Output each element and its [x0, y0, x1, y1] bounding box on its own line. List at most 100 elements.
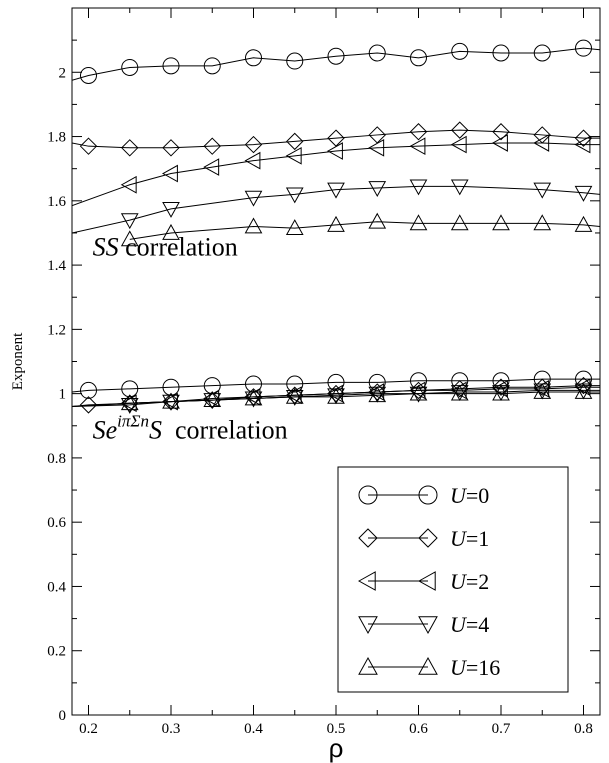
diamond-marker	[358, 528, 378, 548]
y-tick-label: 1.8	[47, 130, 66, 146]
circle-marker	[575, 39, 592, 57]
triangle-up-marker	[533, 382, 552, 399]
legend-entry: U=4	[358, 612, 489, 637]
y-tick-label: 1.4	[47, 258, 66, 274]
legend-entry: U=2	[357, 569, 489, 594]
series-ss-u4	[72, 179, 600, 234]
y-tick-label: 1.6	[47, 194, 66, 210]
legend-label: U=1	[450, 526, 489, 551]
circle-marker	[327, 47, 345, 65]
x-tick-label: 0.5	[327, 721, 346, 737]
legend-entry: U=0	[358, 483, 489, 508]
y-tick-label: 1.2	[47, 322, 66, 338]
y-tick-label: 0.2	[47, 644, 66, 660]
diamond-marker	[418, 528, 438, 548]
triangle-down-marker	[418, 616, 438, 635]
y-tick-label: 0	[59, 708, 67, 724]
diamond-marker	[79, 396, 98, 414]
circle-marker	[162, 57, 180, 75]
circle-marker	[286, 375, 304, 393]
triangle-up-marker	[120, 230, 139, 247]
series-ss-u16	[120, 212, 600, 247]
triangle-up-marker	[358, 656, 378, 675]
triangle-up-marker	[409, 214, 428, 231]
triangle-down-marker	[409, 179, 428, 196]
y-tick-label: 2	[59, 65, 67, 81]
triangle-up-marker	[244, 217, 263, 234]
legend-label: U=0	[450, 483, 489, 508]
triangle-down-marker	[285, 389, 304, 406]
triangle-up-marker	[450, 214, 469, 231]
series-string-u16	[72, 382, 600, 411]
x-tick-label: 0.4	[244, 721, 263, 737]
legend-label-var: U	[450, 612, 468, 637]
legend-label: U=16	[450, 655, 500, 680]
triangle-down-marker	[203, 393, 222, 410]
circle-marker	[286, 52, 304, 70]
y-tick-label: 0.8	[47, 451, 66, 467]
series-ss-u2	[72, 134, 600, 207]
triangle-up-marker	[203, 391, 222, 407]
triangle-up-marker	[368, 386, 387, 403]
y-tick-label: 1	[59, 387, 67, 403]
circle-marker	[368, 373, 386, 391]
y-tick-label: 0.6	[47, 515, 66, 531]
triangle-left-marker	[368, 138, 385, 157]
series-ss-u0	[72, 39, 600, 84]
series-line	[72, 142, 600, 207]
annotation-ss-correlation: SS correlation	[93, 232, 238, 261]
circle-marker	[533, 44, 551, 62]
triangle-up-marker	[120, 394, 139, 411]
series-line	[72, 391, 600, 407]
circle-marker	[80, 66, 97, 84]
x-tick-label: 0.8	[574, 721, 593, 737]
legend-label: U=4	[450, 612, 489, 637]
triangle-up-marker	[533, 214, 552, 231]
triangle-up-marker	[327, 387, 345, 404]
legend-label-var: U	[450, 569, 468, 594]
triangle-left-marker	[417, 571, 436, 591]
series-string-u0	[72, 370, 600, 399]
triangle-left-marker	[491, 134, 508, 152]
series-line	[72, 47, 600, 81]
triangle-left-marker	[533, 134, 550, 152]
triangle-up-marker	[244, 389, 263, 406]
legend-label-var: U	[450, 526, 468, 551]
circle-marker	[410, 49, 427, 67]
circle-marker	[245, 49, 262, 67]
triangle-up-marker	[285, 387, 304, 404]
triangle-left-marker	[203, 158, 220, 176]
circle-marker	[358, 485, 378, 505]
triangle-up-marker	[574, 382, 593, 399]
series-line	[129, 221, 600, 240]
triangle-down-marker	[533, 182, 552, 199]
circle-marker	[80, 381, 97, 399]
triangle-up-marker	[409, 384, 428, 401]
triangle-down-marker	[574, 185, 593, 202]
triangle-up-marker	[162, 392, 180, 409]
triangle-down-marker	[120, 213, 139, 230]
legend-label-val: =4	[466, 612, 489, 637]
triangle-left-marker	[357, 571, 376, 591]
circle-marker	[418, 485, 438, 505]
series-line	[72, 185, 600, 234]
legend-label-val: =1	[466, 526, 489, 551]
diamond-marker	[244, 135, 263, 154]
series-line	[72, 378, 600, 393]
triangle-left-marker	[161, 164, 178, 183]
legend-label-var: U	[450, 483, 468, 508]
series-group	[72, 39, 600, 414]
x-tick-label: 0.7	[492, 721, 511, 737]
triangle-left-marker	[120, 175, 137, 194]
annotation-ss-symbol: SS	[93, 232, 119, 261]
circle-marker	[492, 44, 510, 62]
triangle-up-marker	[418, 656, 438, 675]
x-tick-label: 0.3	[162, 721, 181, 737]
circle-marker	[451, 42, 469, 60]
diamond-marker	[368, 383, 386, 401]
triangle-down-marker	[162, 394, 180, 411]
triangle-left-marker	[409, 137, 426, 156]
triangle-down-marker	[162, 201, 180, 218]
diamond-marker	[121, 139, 139, 157]
